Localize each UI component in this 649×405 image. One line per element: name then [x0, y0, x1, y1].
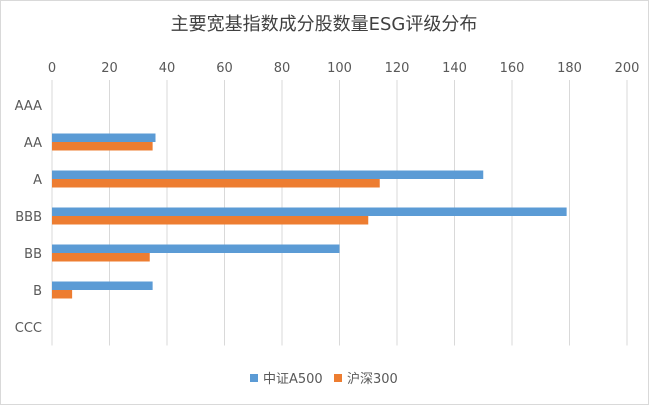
chart-title: 主要宽基指数成分股数量ESG评级分布 — [171, 14, 478, 35]
bars — [52, 133, 567, 299]
bar-csi-300-bb — [52, 253, 150, 262]
x-tick-label: 40 — [159, 61, 176, 76]
category-label: A — [33, 173, 42, 188]
bar-csi-300-bbb — [52, 216, 369, 225]
bar-csi-300-b — [52, 290, 73, 299]
category-label: B — [33, 284, 42, 299]
legend-swatch-csi-300 — [334, 374, 342, 382]
bar-csi-300-aa — [52, 142, 153, 151]
x-tick-label: 20 — [101, 61, 118, 76]
bar-csi-a500-a — [52, 170, 484, 179]
x-tick-label: 140 — [442, 61, 467, 76]
category-label: BBB — [15, 210, 42, 225]
bar-csi-a500-bb — [52, 244, 340, 253]
legend: 中证A500 沪深300 — [250, 371, 398, 387]
x-tick-label: 60 — [216, 61, 233, 76]
category-label: AAA — [15, 99, 43, 114]
category-label: BB — [24, 247, 42, 262]
bar-csi-a500-b — [52, 281, 153, 290]
x-tick-label: 100 — [327, 61, 352, 76]
x-tick-label: 180 — [557, 61, 582, 76]
bar-csi-300-a — [52, 179, 380, 188]
x-axis-ticks: 0 20 40 60 80 100 120 140 160 180 200 — [48, 61, 640, 76]
category-label: CCC — [15, 321, 42, 336]
legend-label-csi-300: 沪深300 — [347, 371, 398, 387]
x-tick-label: 120 — [385, 61, 410, 76]
bar-csi-a500-bbb — [52, 207, 567, 216]
category-label: AA — [24, 136, 42, 151]
x-tick-label: 0 — [48, 61, 56, 76]
x-tick-label: 200 — [615, 61, 640, 76]
bar-csi-a500-aa — [52, 133, 156, 142]
legend-swatch-csi-a500 — [250, 374, 258, 382]
legend-label-csi-a500: 中证A500 — [263, 372, 323, 387]
x-tick-label: 160 — [500, 61, 525, 76]
x-tick-label: 80 — [274, 61, 291, 76]
